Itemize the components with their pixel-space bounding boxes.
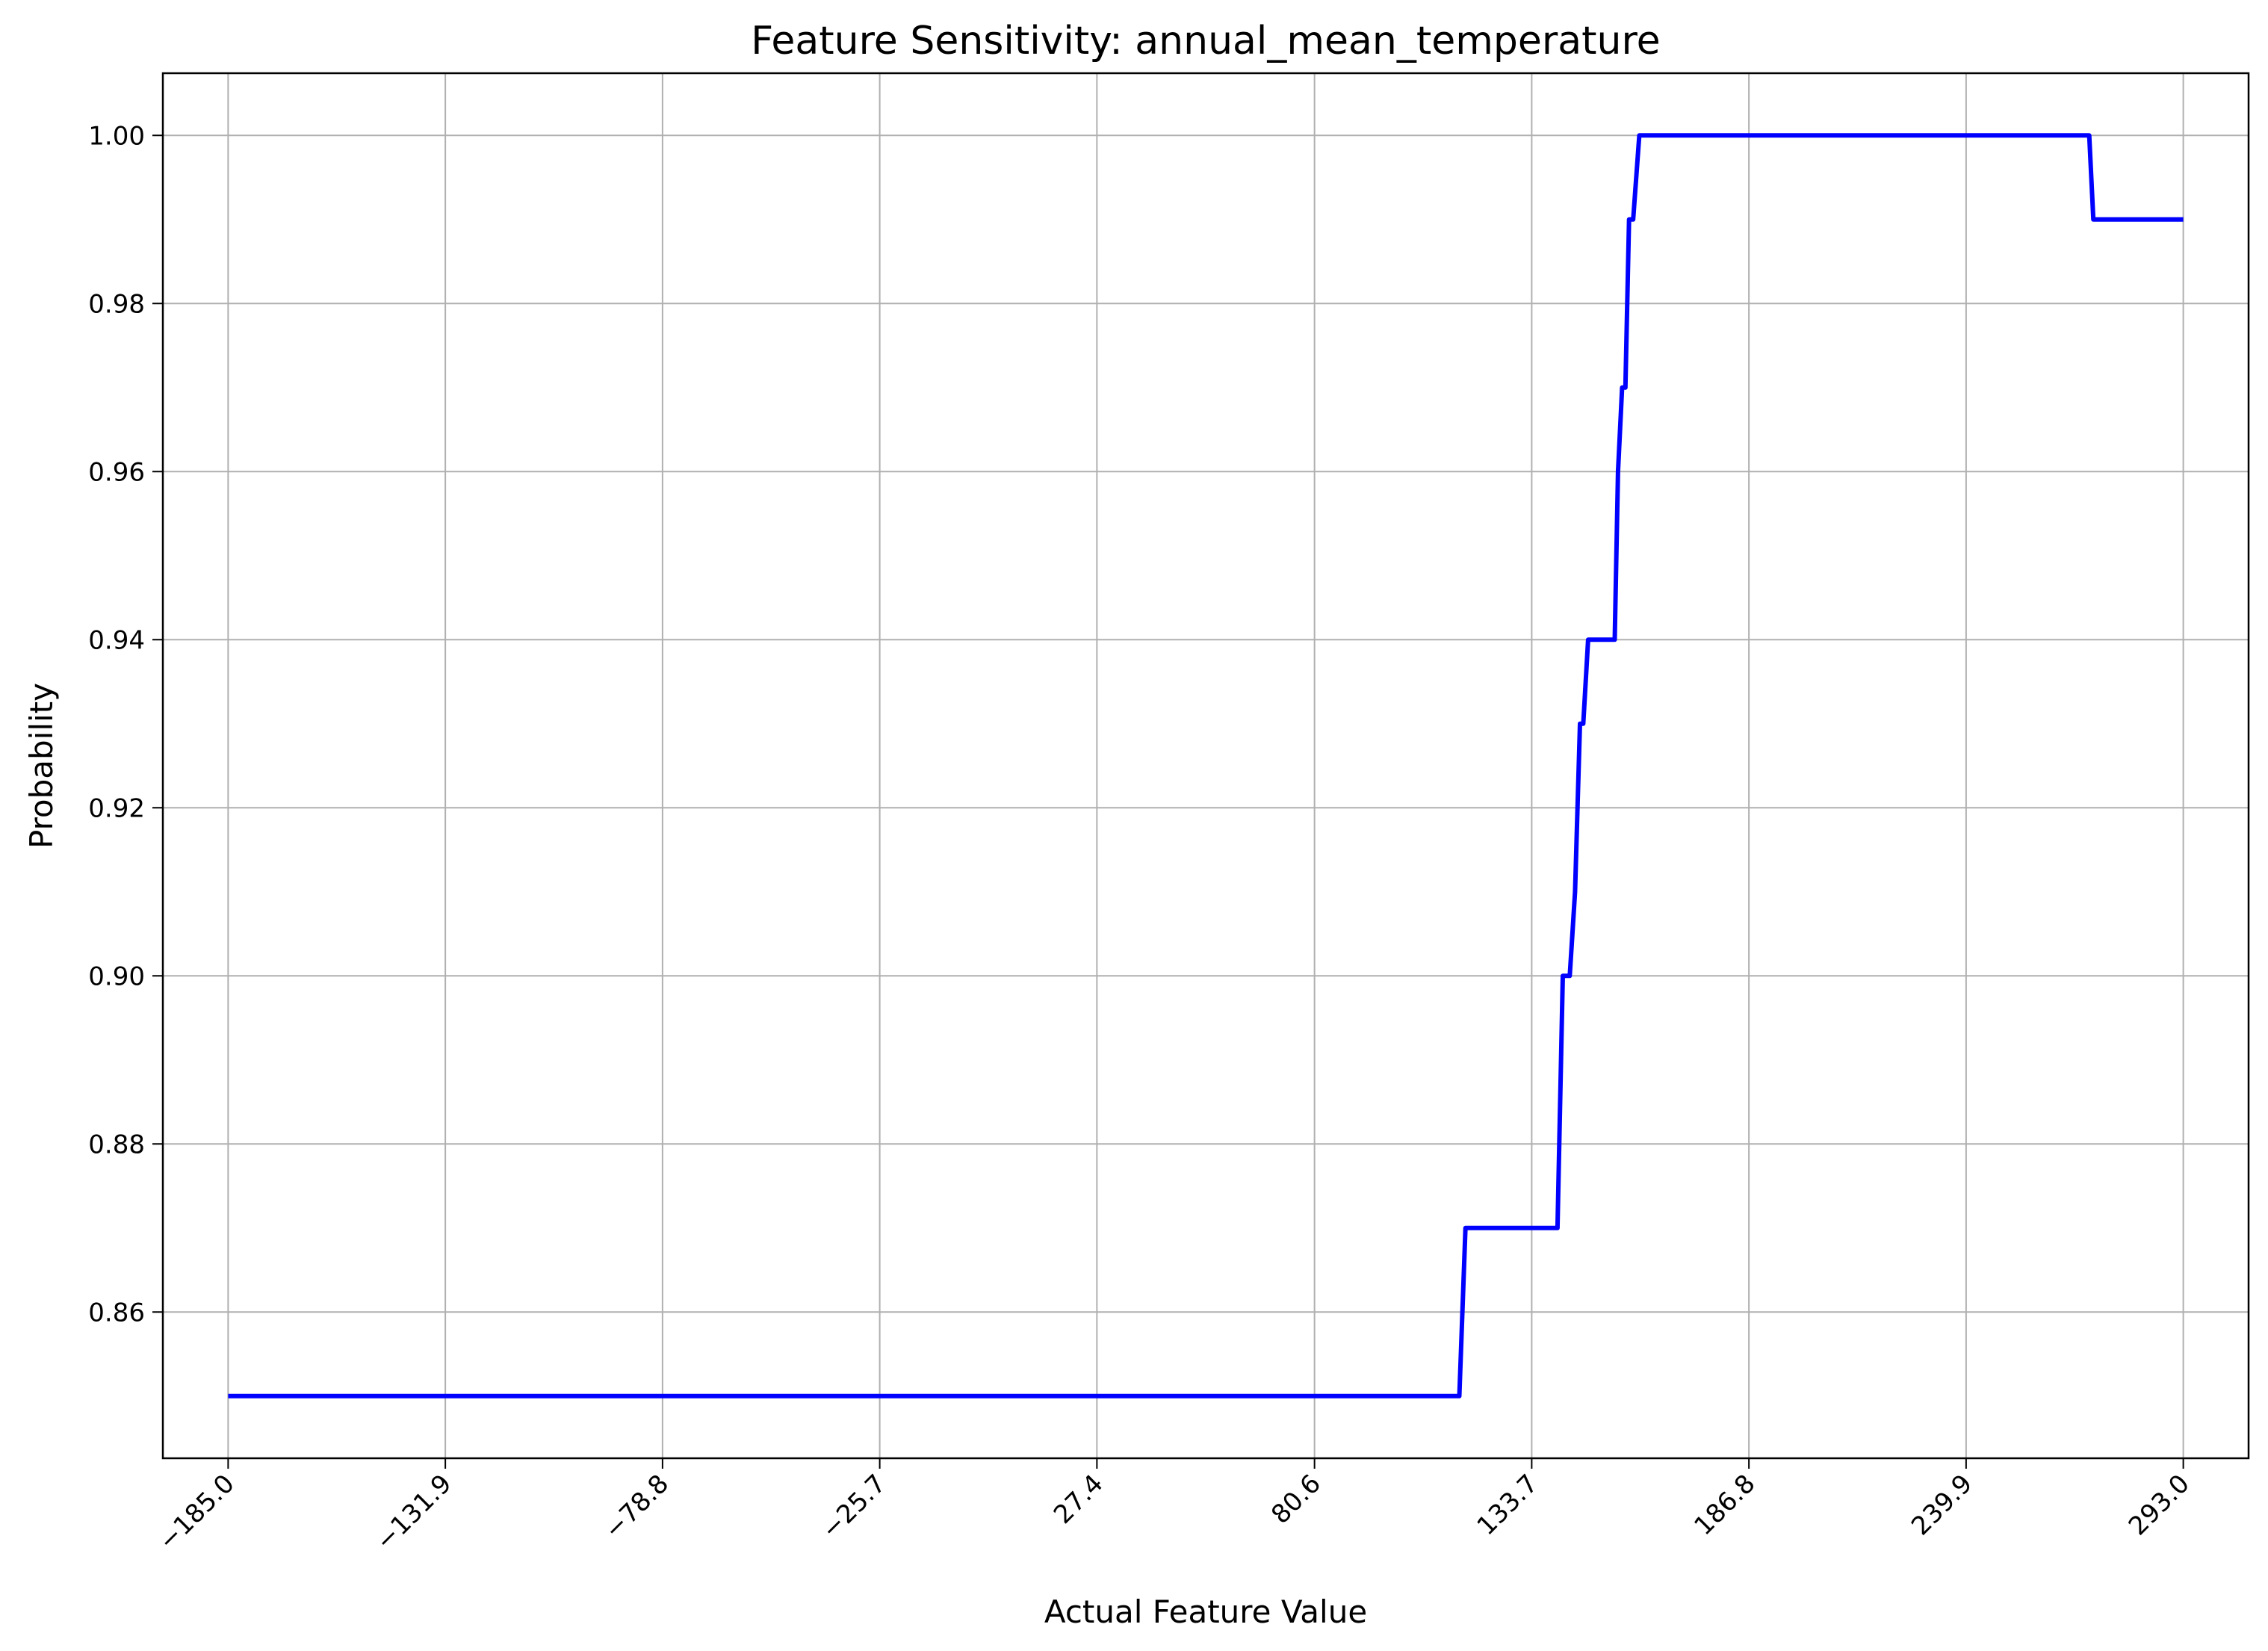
series-group	[228, 133, 2184, 1398]
y-tick-label: 0.86	[88, 1298, 145, 1328]
y-tick-label: 0.88	[88, 1130, 145, 1159]
y-tick-label: 1.00	[88, 121, 145, 151]
x-axis-label: Actual Feature Value	[1044, 1593, 1367, 1630]
chart-title: Feature Sensitivity: annual_mean_tempera…	[751, 19, 1660, 64]
y-tick-label: 0.90	[88, 961, 145, 991]
y-axis-ticks: 0.86 0.88 0.90 0.92 0.94 0.96 0.98 1.00	[88, 121, 163, 1328]
y-tick-label: 0.92	[88, 793, 145, 823]
plot-frame	[161, 72, 2250, 1460]
y-tick-label: 0.96	[88, 457, 145, 487]
series-line	[228, 133, 2184, 1398]
grid-lines	[163, 73, 2249, 1458]
y-tick-label: 0.94	[88, 625, 145, 655]
y-axis-label: Probability	[23, 683, 60, 849]
y-tick-label: 0.98	[88, 289, 145, 319]
